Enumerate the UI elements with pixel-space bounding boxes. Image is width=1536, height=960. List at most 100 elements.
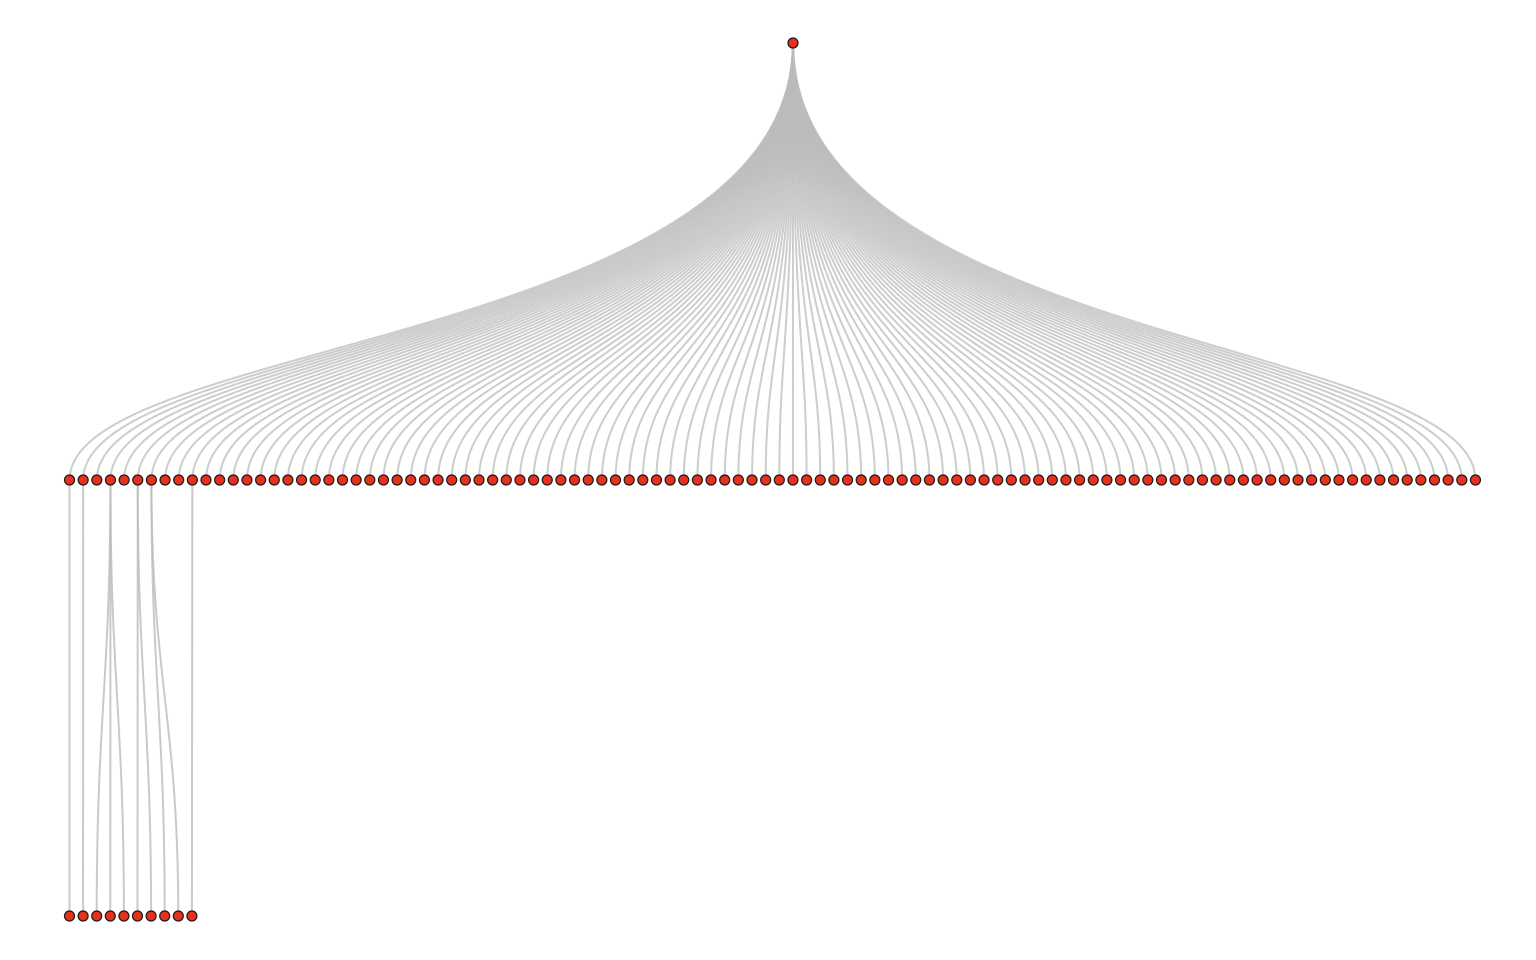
level1-node bbox=[1210, 474, 1222, 486]
level1-node bbox=[364, 474, 376, 486]
level1-node bbox=[1142, 474, 1154, 486]
level1-node bbox=[1046, 474, 1058, 486]
level1-node bbox=[1292, 474, 1304, 486]
level1-node bbox=[1224, 474, 1236, 486]
level1-node bbox=[77, 474, 89, 486]
nodes-group bbox=[63, 37, 1482, 922]
level1-node bbox=[1387, 474, 1400, 486]
level1-node bbox=[1333, 474, 1345, 486]
level2-node bbox=[186, 910, 198, 922]
level1-node bbox=[418, 474, 430, 486]
level1-node bbox=[282, 474, 294, 486]
level1-node bbox=[1019, 474, 1031, 486]
level1-node bbox=[650, 474, 663, 486]
level1-node bbox=[1114, 474, 1127, 486]
level2-node bbox=[91, 910, 103, 922]
level1-node bbox=[186, 474, 198, 486]
level1-node bbox=[923, 474, 936, 486]
edge-root-to-l1 bbox=[792, 42, 1272, 481]
level1-node bbox=[323, 474, 335, 486]
level1-node bbox=[1346, 474, 1359, 486]
level1-node bbox=[1073, 474, 1086, 486]
level1-node bbox=[241, 474, 253, 486]
level1-node bbox=[855, 474, 867, 486]
level2-node bbox=[118, 910, 130, 922]
edge-root-to-l1 bbox=[314, 42, 794, 481]
level1-node bbox=[787, 474, 799, 486]
level1-node bbox=[1265, 474, 1277, 486]
level1-node bbox=[255, 474, 267, 486]
level1-node bbox=[678, 474, 690, 486]
level2-node bbox=[131, 910, 144, 922]
level1-node bbox=[691, 474, 704, 486]
level2-node bbox=[172, 910, 184, 922]
level2-node bbox=[104, 910, 116, 922]
level1-node bbox=[623, 474, 635, 486]
edge-l1-to-l2 bbox=[109, 479, 125, 917]
level1-node bbox=[800, 474, 813, 486]
edge-root-to-l1 bbox=[300, 42, 794, 481]
level1-node bbox=[1183, 474, 1195, 486]
level1-node bbox=[1319, 474, 1331, 486]
edge-root-to-l1 bbox=[327, 42, 794, 481]
level1-node bbox=[1196, 474, 1209, 486]
level1-node bbox=[1442, 474, 1454, 486]
edge-root-to-l1 bbox=[792, 42, 1177, 481]
level1-node bbox=[1155, 474, 1168, 486]
level2-node bbox=[145, 910, 157, 922]
level1-node bbox=[1360, 474, 1372, 486]
edge-root-to-l1 bbox=[792, 42, 1245, 481]
level1-node bbox=[1169, 474, 1181, 486]
level1-node bbox=[214, 474, 226, 486]
level1-node bbox=[309, 474, 321, 486]
level1-node bbox=[1306, 474, 1318, 486]
level1-node bbox=[159, 474, 171, 486]
edge-root-to-l1 bbox=[273, 42, 794, 481]
level1-node bbox=[951, 474, 963, 486]
level1-node bbox=[664, 474, 676, 486]
level1-node bbox=[200, 474, 212, 486]
level1-node bbox=[1087, 474, 1099, 486]
level1-node bbox=[582, 474, 594, 486]
level1-node bbox=[568, 474, 581, 486]
level1-node bbox=[910, 474, 922, 486]
edge-l1-to-l2 bbox=[150, 479, 180, 917]
level1-node bbox=[527, 474, 540, 486]
level1-node bbox=[487, 474, 499, 486]
level1-node bbox=[1469, 474, 1482, 486]
level1-node bbox=[473, 474, 485, 486]
level2-node bbox=[159, 910, 171, 922]
level1-node bbox=[432, 474, 444, 486]
level1-node bbox=[350, 474, 362, 486]
level1-node bbox=[760, 474, 772, 486]
level1-node bbox=[63, 474, 76, 486]
level1-node bbox=[773, 474, 785, 486]
level1-node bbox=[295, 474, 308, 486]
level1-node bbox=[1428, 474, 1441, 486]
level1-node bbox=[1101, 474, 1113, 486]
edge-root-to-l1 bbox=[286, 42, 794, 481]
level1-node bbox=[118, 474, 130, 486]
level1-node bbox=[336, 474, 349, 486]
edge-l1-to-l2 bbox=[136, 479, 153, 917]
level1-node bbox=[1033, 474, 1045, 486]
level1-node bbox=[145, 474, 157, 486]
level1-node bbox=[514, 474, 526, 486]
level1-node bbox=[173, 474, 185, 486]
level1-node bbox=[446, 474, 458, 486]
level1-node bbox=[377, 474, 390, 486]
level1-node bbox=[1128, 474, 1140, 486]
level1-node bbox=[1456, 474, 1468, 486]
level1-node bbox=[869, 474, 881, 486]
level1-node bbox=[1005, 474, 1017, 486]
level1-node bbox=[459, 474, 471, 486]
level1-node bbox=[227, 474, 239, 486]
edge-root-to-l1 bbox=[792, 42, 1477, 481]
level1-node bbox=[1401, 474, 1413, 486]
level1-node bbox=[500, 474, 512, 486]
level1-node bbox=[91, 474, 103, 486]
level2-node bbox=[77, 910, 89, 922]
level1-node bbox=[719, 474, 731, 486]
edge-l1-to-l2 bbox=[95, 479, 112, 917]
